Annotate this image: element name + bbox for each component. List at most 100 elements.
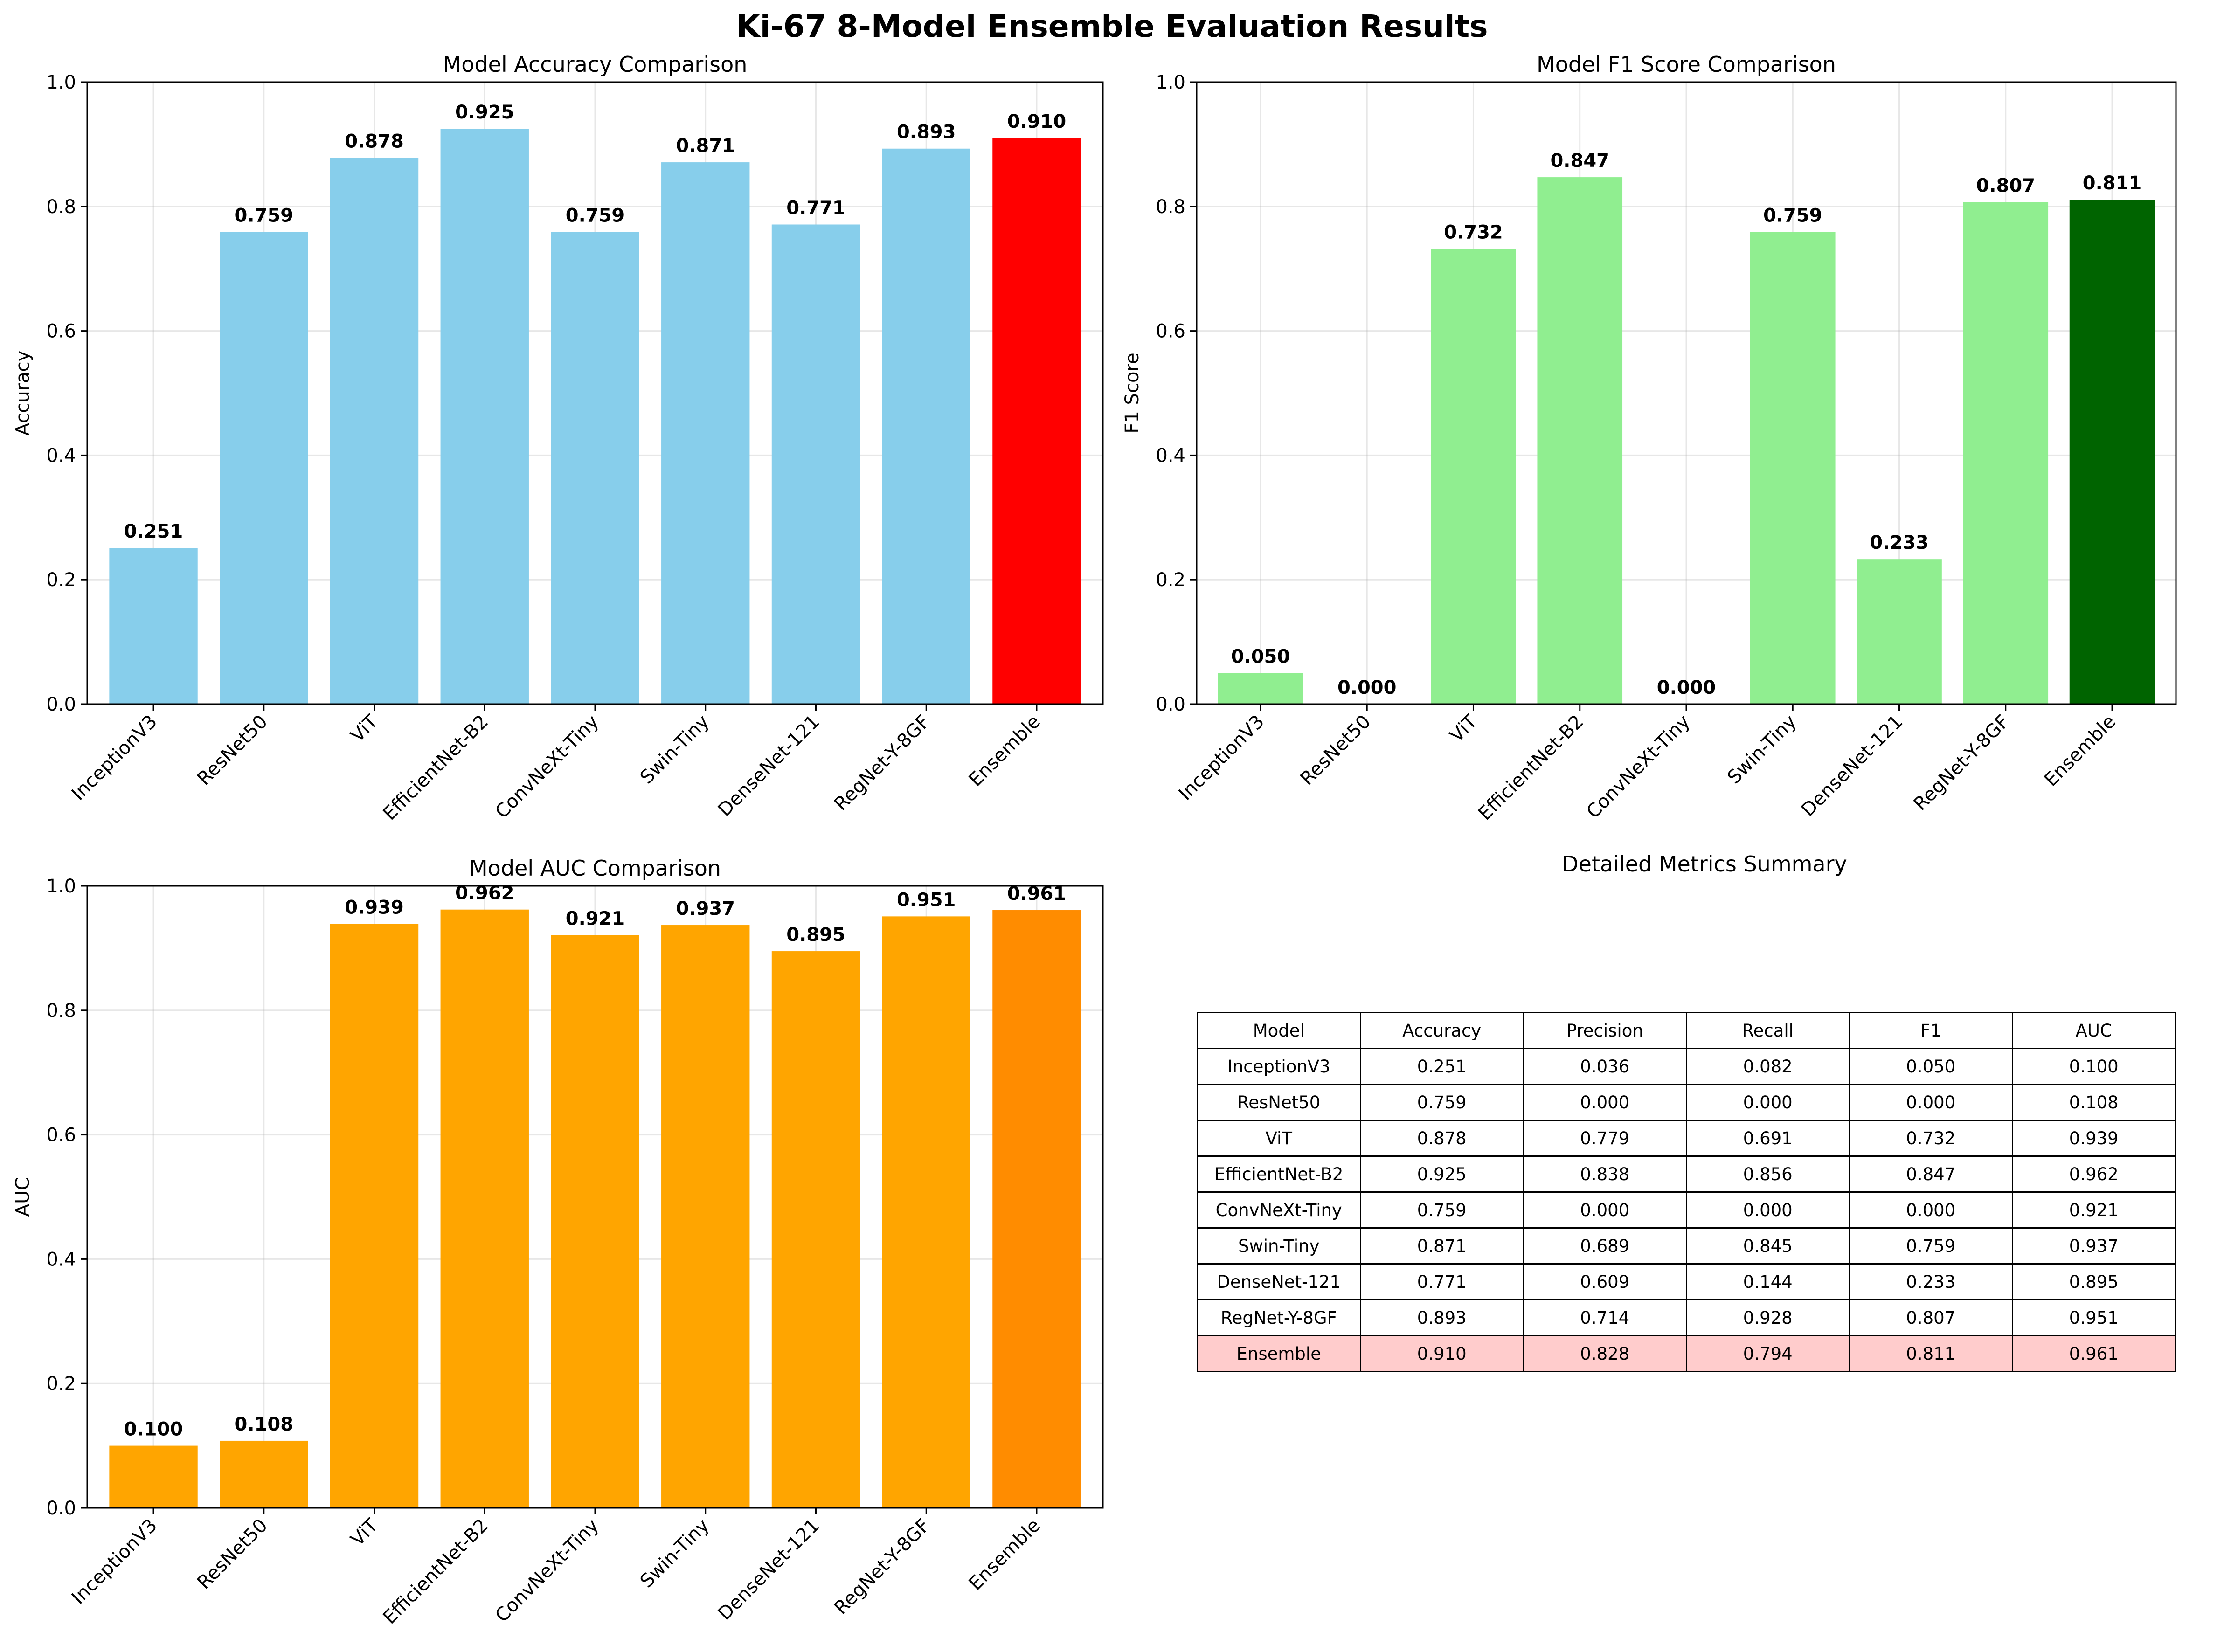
bar-densenet-121 bbox=[771, 224, 860, 705]
table-header-cell: Precision bbox=[1523, 1012, 1687, 1049]
metrics-summary-table: Model Accuracy Precision Recall F1 AUC Incept… bbox=[1197, 1012, 2176, 1372]
table-cell: 0.050 bbox=[1849, 1048, 2013, 1085]
table-cell: 0.928 bbox=[1685, 1299, 1850, 1336]
bar-value-label: 0.108 bbox=[235, 1414, 294, 1435]
bar-value-label: 0.937 bbox=[676, 898, 735, 919]
table-cell: 0.000 bbox=[1523, 1084, 1687, 1121]
table-cell: 0.895 bbox=[2011, 1263, 2176, 1300]
bar-regnet-y-8gf bbox=[882, 148, 970, 704]
bar-value-label: 0.811 bbox=[2083, 173, 2142, 194]
x-tick-label: InceptionV3 bbox=[68, 1515, 161, 1609]
bar-efficientnet-b2 bbox=[1537, 177, 1623, 704]
bar-inceptionv3 bbox=[109, 1445, 198, 1508]
table-cell: 0.910 bbox=[1359, 1335, 1524, 1372]
table-cell: 0.036 bbox=[1523, 1048, 1687, 1085]
table-cell: 0.759 bbox=[1359, 1084, 1524, 1121]
table-header-cell: Recall bbox=[1685, 1012, 1850, 1049]
y-tick-label: 0.0 bbox=[1156, 694, 1185, 715]
bar-value-label: 0.847 bbox=[1550, 150, 1609, 172]
bar-value-label: 0.771 bbox=[786, 197, 845, 219]
table-cell: 0.893 bbox=[1359, 1299, 1524, 1336]
table-header-cell: AUC bbox=[2011, 1012, 2176, 1049]
figure-title: Ki-67 8-Model Ensemble Evaluation Result… bbox=[736, 8, 1488, 44]
y-axis-label: F1 Score bbox=[1122, 353, 1143, 433]
table-cell: 0.732 bbox=[1849, 1120, 2013, 1157]
table-cell: 0.100 bbox=[2011, 1048, 2176, 1085]
y-tick-label: 0.6 bbox=[1156, 321, 1185, 342]
table-cell: 0.000 bbox=[1849, 1084, 2013, 1121]
table-cell: 0.838 bbox=[1523, 1155, 1687, 1193]
bar-value-label: 0.050 bbox=[1231, 646, 1290, 667]
bar-value-label: 0.233 bbox=[1870, 532, 1929, 553]
y-tick-label: 1.0 bbox=[46, 876, 76, 897]
bar-vit bbox=[1431, 249, 1516, 704]
table-cell: Ensemble bbox=[1197, 1335, 1361, 1372]
table-cell: RegNet-Y-8GF bbox=[1197, 1299, 1361, 1336]
bar-value-label: 0.100 bbox=[124, 1419, 183, 1440]
table-row: EfficientNet-B2 0.925 0.838 0.856 0.847 0.962 bbox=[1197, 1155, 2176, 1193]
bar-value-label: 0.961 bbox=[1007, 883, 1067, 905]
y-tick-label: 0.4 bbox=[1156, 445, 1185, 466]
bar-value-label: 0.951 bbox=[897, 889, 956, 911]
bar-value-label: 0.000 bbox=[1337, 677, 1397, 698]
x-tick-label: ResNet50 bbox=[193, 1515, 272, 1594]
bar-swin-tiny bbox=[661, 162, 750, 705]
table-body: InceptionV3 0.251 0.036 0.082 0.050 0.100 ResN… bbox=[1197, 1048, 2176, 1372]
bar-value-label: 0.807 bbox=[1976, 175, 2036, 196]
table-cell: ConvNeXt-Tiny bbox=[1197, 1191, 1361, 1229]
bar-value-label: 0.871 bbox=[676, 135, 735, 157]
table-cell: 0.689 bbox=[1523, 1227, 1687, 1265]
y-tick-label: 0.8 bbox=[46, 1000, 76, 1022]
bar-ensemble bbox=[992, 138, 1081, 704]
bar-ensemble bbox=[2069, 200, 2155, 705]
x-tick-label: RegNet-Y-8GF bbox=[830, 1515, 934, 1619]
table-header-cell: Model bbox=[1197, 1012, 1361, 1049]
bar-ensemble bbox=[992, 910, 1081, 1508]
table-cell: 0.847 bbox=[1849, 1155, 2013, 1193]
table-cell: 0.771 bbox=[1359, 1263, 1524, 1300]
table-cell: 0.759 bbox=[1849, 1227, 2013, 1265]
table-cell: InceptionV3 bbox=[1197, 1048, 1361, 1085]
y-tick-label: 0.8 bbox=[1156, 196, 1185, 218]
bar-inceptionv3 bbox=[1218, 673, 1303, 704]
y-tick-label: 0.4 bbox=[46, 445, 76, 466]
y-tick-label: 0.0 bbox=[46, 694, 76, 715]
table-cell: 0.794 bbox=[1685, 1335, 1850, 1372]
bar-swin-tiny bbox=[661, 925, 750, 1508]
chart-title: Model F1 Score Comparison bbox=[1537, 52, 1836, 77]
bar-densenet-121 bbox=[1857, 559, 1942, 704]
x-tick-label: DenseNet-121 bbox=[714, 1515, 824, 1625]
table-row: ViT 0.878 0.779 0.691 0.732 0.939 bbox=[1197, 1120, 2176, 1157]
x-tick-label: Ensemble bbox=[965, 1515, 1045, 1595]
table-cell: 0.251 bbox=[1359, 1048, 1524, 1085]
table-cell: 0.828 bbox=[1523, 1335, 1687, 1372]
table-cell: 0.961 bbox=[2011, 1335, 2176, 1372]
bar-value-label: 0.000 bbox=[1657, 677, 1716, 698]
table-cell: 0.925 bbox=[1359, 1155, 1524, 1193]
table-cell: 0.691 bbox=[1685, 1120, 1850, 1157]
table-cell: EfficientNet-B2 bbox=[1197, 1155, 1361, 1193]
bar-value-label: 0.921 bbox=[566, 908, 625, 929]
table-cell: 0.609 bbox=[1523, 1263, 1687, 1300]
bar-value-label: 0.893 bbox=[897, 122, 956, 143]
table-cell: 0.807 bbox=[1849, 1299, 2013, 1336]
table-cell: Swin-Tiny bbox=[1197, 1227, 1361, 1265]
y-tick-label: 0.4 bbox=[46, 1249, 76, 1270]
table-row: RegNet-Y-8GF 0.893 0.714 0.928 0.807 0.951 bbox=[1197, 1299, 2176, 1336]
table-cell: 0.000 bbox=[1685, 1191, 1850, 1229]
table-cell: 0.939 bbox=[2011, 1120, 2176, 1157]
bar-convnext-tiny bbox=[551, 935, 639, 1508]
bar-regnet-y-8gf bbox=[882, 916, 970, 1508]
table-header-cell: Accuracy bbox=[1359, 1012, 1524, 1049]
bar-inceptionv3 bbox=[109, 548, 198, 704]
bar-value-label: 0.939 bbox=[345, 897, 404, 918]
table-cell: DenseNet-121 bbox=[1197, 1263, 1361, 1300]
table-cell: ResNet50 bbox=[1197, 1084, 1361, 1121]
y-tick-label: 0.2 bbox=[46, 1373, 76, 1395]
bar-value-label: 0.251 bbox=[124, 521, 183, 542]
table-cell: 0.871 bbox=[1359, 1227, 1524, 1265]
bar-value-label: 0.925 bbox=[455, 102, 514, 123]
table-cell: 0.951 bbox=[2011, 1299, 2176, 1336]
table-cell: 0.000 bbox=[1849, 1191, 2013, 1229]
